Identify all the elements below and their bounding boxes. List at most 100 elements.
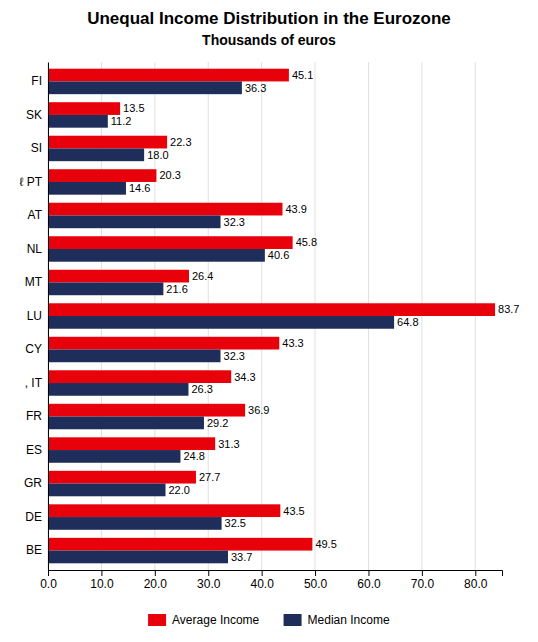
bar [48,236,293,249]
bar [48,337,279,350]
x-tick-label: 20.0 [144,577,168,591]
bar [48,404,245,417]
x-tick: 60.0 [357,570,381,591]
data-label: 36.9 [248,404,269,416]
bar [48,450,180,463]
x-tick: 0.0 [40,570,57,591]
data-label: 33.7 [231,551,252,563]
legend-swatch [148,614,166,626]
data-label: 22.3 [170,136,191,148]
data-label: 18.0 [147,149,168,161]
series [48,69,495,551]
data-label: 22.0 [169,484,190,496]
x-tick-mark [422,570,423,576]
data-label: 24.8 [183,450,204,462]
y-tick: FR [26,409,42,423]
y-tick-label: GR [24,476,42,490]
bar [48,169,156,182]
x-tick-label: 80.0 [464,577,488,591]
y-tick-label: SI [31,141,42,155]
x-tick-label: 0.0 [40,577,57,591]
data-label: 26.3 [191,383,212,395]
legend-item: Average Income [148,613,259,627]
bar [48,437,215,450]
x-tick-label: 70.0 [411,577,435,591]
title: Unequal Income Distribution in the Euroz… [87,9,451,28]
x-tick: 70.0 [411,570,435,591]
bar [48,551,228,564]
y-tick: ℓ PT [19,175,42,189]
bar [48,383,188,396]
x-tick-label: 40.0 [250,577,274,591]
plot: 45.113.522.320.343.945.826.483.743.334.3… [19,62,519,591]
x-axis: 0.0 10.0 20.0 30.0 40.0 50.0 60.0 70.0 80.0 [40,570,502,591]
grid [48,62,475,570]
legend-swatch [284,614,302,626]
legend-label: Median Income [308,613,390,627]
y-tick-label: FI [31,74,42,88]
y-tick-label: MT [25,275,43,289]
bar [48,517,222,530]
bar [48,417,204,430]
y-axis-line [48,63,49,571]
x-tick: 80.0 [464,570,488,591]
data-label: 43.9 [285,203,306,215]
y-tick: ES [26,443,42,457]
x-tick-mark [315,570,316,576]
data-label: 13.5 [123,102,144,114]
data-label: 49.5 [315,538,336,550]
x-tick-mark [475,570,476,576]
data-label: 14.6 [129,182,150,194]
x-tick-label: 30.0 [197,577,221,591]
bar [48,115,108,128]
data-label: 36.3 [245,82,266,94]
y-tick-label: ℓ PT [19,175,42,189]
x-tick: 50.0 [304,570,328,591]
series [48,81,394,563]
data-label: 32.3 [224,216,245,228]
chart: Unequal Income Distribution in the Euroz… [0,0,538,642]
y-tick: GR [24,476,42,490]
bar [48,136,167,149]
x-tick-mark [48,570,49,576]
y-tick: , IT [25,376,43,390]
bar [48,282,163,295]
x-tick-mark [262,570,263,576]
data-label: 43.3 [282,337,303,349]
data-label: 26.4 [192,270,213,282]
data-label: 40.6 [268,249,289,261]
x-tick-mark [101,570,102,576]
bar [48,69,289,82]
data-label: 29.2 [207,417,228,429]
y-tick-label: ES [26,443,42,457]
x-tick: 10.0 [90,570,114,591]
y-tick-label: , IT [25,376,43,390]
bar [48,270,189,283]
bar [48,484,166,497]
legend: Average Income Median Income [148,613,390,627]
data-label: 32.5 [225,517,246,529]
bar [48,316,394,329]
data-label: 32.3 [224,350,245,362]
bars [48,69,495,564]
x-tick-mark [368,570,369,576]
y-tick: CY [25,342,42,356]
bar [48,81,242,94]
data-label: 20.3 [159,169,180,181]
y-tick: SK [26,108,42,122]
x-tick-label: 50.0 [304,577,328,591]
y-tick-label: BE [26,543,42,557]
y-tick-label: AT [28,208,43,222]
bar [48,182,126,195]
bar [48,203,282,216]
y-tick-label: DE [25,510,42,524]
x-tick: 20.0 [144,570,168,591]
data-label: 34.3 [234,371,255,383]
y-tick-label: SK [26,108,42,122]
x-tick: 30.0 [197,570,221,591]
bar [48,102,120,115]
y-tick: SI [31,141,42,155]
data-label: 11.2 [111,115,132,127]
bar [48,538,312,551]
x-tick: 40.0 [250,570,274,591]
